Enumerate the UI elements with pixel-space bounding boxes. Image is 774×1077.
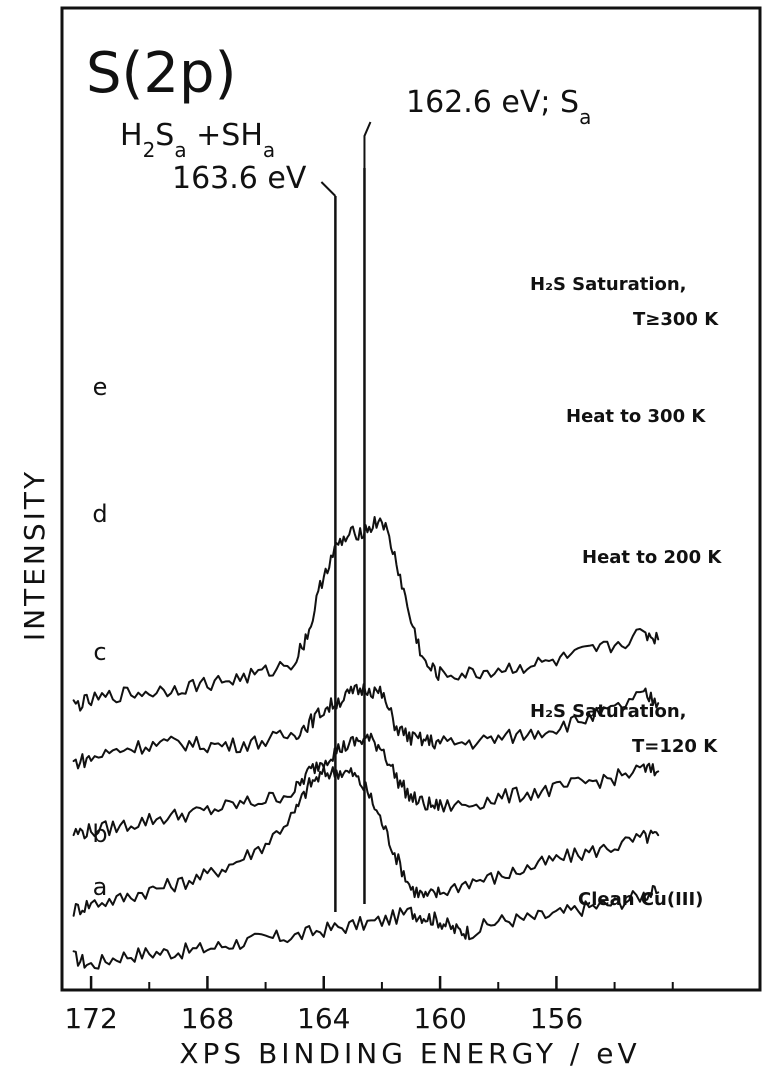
y-axis-label: INTENSITY: [18, 469, 51, 641]
ref-label-163-6-energy: 163.6 eV: [172, 161, 307, 196]
trace-letter-d: d: [92, 500, 107, 528]
trace-condition-b: H₂S Saturation,: [530, 701, 687, 722]
trace-c: [72, 732, 660, 840]
trace-letter-b: b: [92, 820, 107, 848]
ref-leader-163-6: [320, 181, 337, 197]
ref-label-163-6-species: H2Sa +SHa: [120, 118, 275, 162]
trace-condition-e: H₂S Saturation,: [530, 274, 687, 295]
chart-title: S(2p): [86, 41, 236, 106]
trace-condition-d: Heat to 300 K: [566, 406, 706, 427]
trace-condition-e-2: T≥300 K: [633, 309, 719, 330]
trace-letter-e: e: [93, 373, 108, 401]
trace-e: [72, 516, 660, 712]
ref-leader-162-6: [363, 121, 372, 168]
trace-condition-b-2: T=120 K: [632, 736, 718, 757]
x-axis-ticks: 172 168 164 160 156: [64, 976, 674, 1035]
trace-b: [72, 765, 660, 917]
trace-condition-a: Clean Cu(III): [578, 889, 703, 910]
trace-condition-c: Heat to 200 K: [582, 547, 722, 568]
trace-labels: a Clean Cu(III) b H₂S Saturation, T=120 K c He…: [92, 274, 722, 910]
trace-letter-a: a: [93, 873, 108, 901]
trace-d: [72, 683, 660, 770]
x-axis-label: XPS BINDING ENERGY / eV: [179, 1037, 640, 1070]
x-tick-label-1: 168: [181, 1002, 234, 1035]
x-tick-label-0: 172: [64, 1002, 117, 1035]
trace-a: [72, 885, 660, 970]
x-tick-label-2: 164: [297, 1002, 350, 1035]
spectra: [72, 516, 660, 970]
x-tick-label-3: 160: [413, 1002, 466, 1035]
plot-frame: [60, 6, 762, 992]
x-tick-label-4: 156: [530, 1002, 583, 1035]
trace-letter-c: c: [93, 638, 106, 666]
ref-label-162-6: 162.6 eV; Sa: [406, 85, 591, 129]
